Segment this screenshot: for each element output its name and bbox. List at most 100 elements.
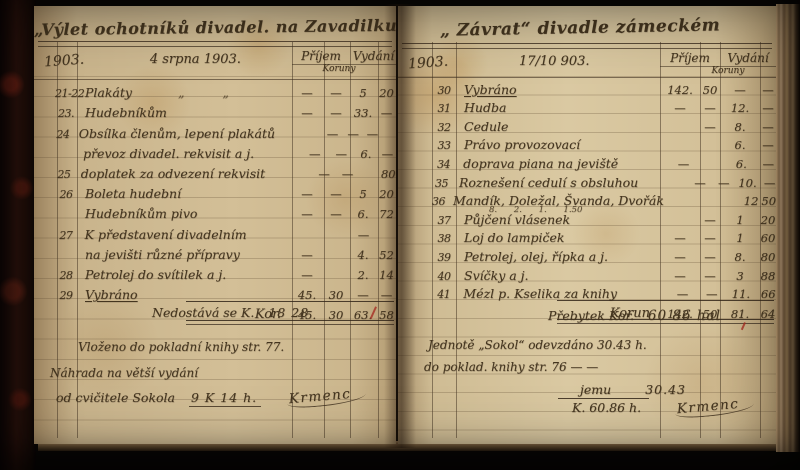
ditto-marks: „ „ — [177, 85, 229, 101]
year-label: 1903. — [407, 53, 449, 73]
table-row: 38 Loj do lampiček — — 1 60 — [398, 227, 776, 246]
total-income-koruny: 45. — [297, 308, 317, 323]
total-income-koruny: 142. — [667, 307, 693, 322]
page-title: „ Závrat“ divadle zámeckém — [439, 15, 721, 41]
total-row: Korun 142. 50 81. 64 — [398, 300, 776, 325]
row-number: 32 — [437, 120, 452, 134]
title-rule — [38, 41, 392, 47]
income-koruny-cell: — — [326, 126, 339, 141]
row-number: 29 — [59, 289, 74, 303]
table-row: 23. Hudebníkům — — 33. — — [34, 100, 396, 120]
expense-haler-cell: 20 — [379, 86, 394, 101]
row-number: 36 — [432, 195, 446, 209]
income-column-header: Příjem — [670, 51, 710, 65]
row-number: 21-22 — [55, 87, 85, 101]
row-subamounts: 8. 2. 1. 1.50 — [489, 205, 583, 216]
ledger-ruling — [34, 76, 396, 436]
row-description: Mandík, Doležal, Švanda, Dvořák 8. 2. 1. … — [453, 193, 664, 216]
expense-haler-cell: 14 — [379, 267, 394, 282]
table-row: 32 Cedule — 8. — — [398, 115, 776, 134]
expense-koruny-cell: 8. — [734, 119, 746, 134]
column-rule — [720, 42, 721, 438]
expense-haler-cell: — — [762, 138, 774, 153]
note-jemu: jemu 30.43 — [580, 382, 686, 397]
row-description: Vybráno — [464, 81, 517, 97]
expense-haler-cell: 72 — [379, 207, 394, 222]
note-surplus: Přebytek Kor. 60 86 hal — [548, 308, 721, 324]
expense-koruny-cell: 3 — [736, 268, 744, 283]
table-row: na jevišti různé přípravy — 4. 52 — [34, 242, 396, 262]
note-sokol: Jednotě „Sokol“ odevzdáno 30.43 h. — [428, 338, 647, 352]
income-koruny-cell: — — [301, 187, 313, 202]
ledger-ruling — [398, 76, 776, 436]
table-row: 27 K představení divadelním — — [34, 221, 396, 242]
row-number: 38 — [437, 232, 452, 246]
column-rule — [432, 42, 433, 438]
expense-koruny-cell: 10. — [738, 175, 757, 190]
income-haler-cell: — — [335, 146, 347, 161]
row-description: Vybráno — [85, 287, 138, 303]
income-koruny-cell: — — [674, 268, 686, 283]
expense-haler-cell: — — [380, 288, 393, 303]
row-description: doplatek za odvezení rekvisit — [80, 165, 266, 181]
expense-column-header: Vydání — [352, 49, 395, 63]
note-cashbook: Vloženo do pokladní knihy str. 77. — [78, 340, 285, 354]
row-number: 41 — [437, 288, 451, 302]
total-expense-haler: 64 — [760, 307, 776, 322]
ledger-rows: 30 Vybráno 142. 50 — — 31 Hudba — — 12. … — [398, 78, 776, 302]
ledger-rows: 21-22 Plakáty „ „ — — 5 20 23. Hudebníkům… — [34, 80, 396, 302]
income-koruny-cell: — — [318, 166, 330, 181]
page-stack-edge — [776, 4, 800, 452]
expense-haler-cell: 60 — [760, 231, 776, 246]
final-amount: K. 60.86 h. — [558, 398, 650, 415]
income-column-header: Příjem — [301, 49, 341, 63]
income-koruny-cell: — — [301, 247, 313, 262]
header-rule — [292, 64, 396, 65]
row-description: na jevišti různé přípravy — [85, 246, 240, 262]
income-koruny-cell: — — [694, 175, 706, 190]
column-rule — [350, 42, 351, 438]
row-number: 30 — [437, 83, 452, 97]
income-haler-cell: — — [704, 268, 716, 283]
expense-koruny-cell: 11. — [731, 287, 751, 302]
income-haler-cell: — — [330, 86, 342, 101]
total-label: Korun — [609, 306, 650, 322]
title-rule — [402, 43, 772, 49]
income-koruny-cell: 142. — [667, 82, 693, 97]
income-haler-cell: — — [330, 187, 342, 202]
expense-haler-cell: 20 — [379, 187, 394, 202]
table-row: 31 Hudba — — 12. — — [398, 97, 776, 116]
column-rule — [660, 42, 661, 438]
expense-koruny-cell: 12 — [743, 194, 759, 209]
note-final: K. 60.86 h. Krmenc — [558, 394, 755, 420]
table-row: 41 Mézl p. Kselika za knihy — — 11. 66 — [398, 283, 776, 302]
expense-haler-cell: — — [381, 146, 394, 161]
income-haler-cell: — — [704, 101, 716, 116]
expense-koruny-cell: 33. — [353, 106, 373, 121]
year-label: 1903. — [43, 51, 85, 71]
income-haler-cell: — — [704, 212, 716, 227]
expense-koruny-cell: 5 — [359, 187, 367, 202]
total-income-haler: 50 — [702, 307, 718, 322]
expense-haler-cell: 66 — [760, 287, 776, 302]
table-row: 39 Petrolej, olej, řípka a j. — — 8. 80 — [398, 245, 776, 264]
expense-koruny-cell: 6. — [357, 207, 369, 222]
row-description: Hudebníkům — [85, 105, 167, 121]
paper-stains — [398, 6, 776, 444]
income-koruny-cell: — — [674, 231, 686, 246]
expense-haler-cell: — — [762, 156, 775, 171]
expense-haler-cell: 80 — [760, 249, 776, 264]
row-number: 24 — [56, 127, 70, 141]
row-description: Svíčky a j. — [464, 267, 529, 283]
shortfall-amount: 18 28 — [268, 305, 310, 320]
table-row: 30 Vybráno 142. 50 — — — [398, 78, 776, 97]
income-koruny-cell: 45. — [297, 288, 317, 303]
column-rule — [456, 42, 457, 438]
date-label: 4 srpna 1903. — [149, 52, 241, 67]
income-koruny-cell: — — [674, 101, 686, 116]
expense-koruny-cell: 6. — [735, 156, 747, 171]
table-row: 33 Právo provozovací 6. — — [398, 134, 776, 153]
table-row: 34 doprava piana na jeviště — 6. — — [398, 152, 776, 171]
income-haler-cell: — — [341, 166, 354, 181]
